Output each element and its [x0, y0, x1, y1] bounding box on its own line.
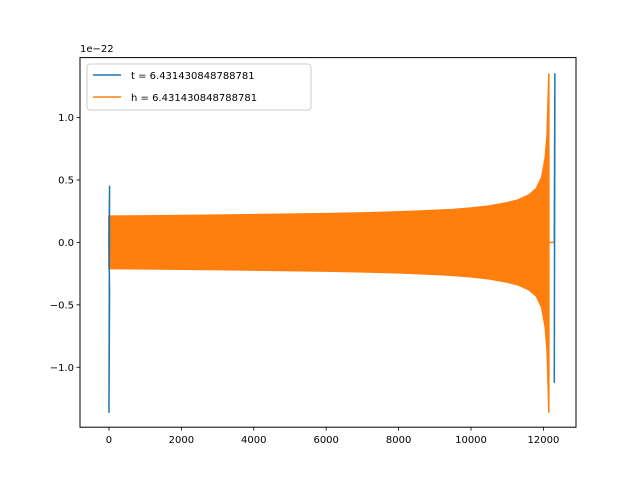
y-axis: −1.0 −0.5 0.0 0.5 1.0	[50, 113, 80, 374]
y-offset-label: 1e−22	[80, 44, 114, 55]
y-tick-label: 1.0	[58, 113, 74, 124]
x-tick-label: 4000	[241, 435, 266, 446]
legend-label: t = 6.431430848788781	[131, 71, 255, 82]
series-t-start-spike	[108, 185, 111, 413]
y-tick-label: −0.5	[50, 300, 74, 311]
axes-frame	[79, 57, 577, 428]
x-tick-label: 12000	[528, 435, 560, 446]
x-axis: 0 2000 4000 6000 8000 10000 12000	[106, 427, 560, 446]
x-tick-label: 2000	[169, 435, 194, 446]
legend-box	[86, 63, 312, 111]
plot-area	[108, 73, 556, 413]
legend-label: h = 6.431430848788781	[131, 93, 257, 104]
series-t-end-spike	[553, 73, 556, 383]
y-tick-label: 0.5	[58, 175, 74, 186]
legend: t = 6.431430848788781 h = 6.4314308487887…	[86, 63, 312, 111]
y-tick-label: −1.0	[50, 363, 74, 374]
x-tick-label: 8000	[386, 435, 411, 446]
y-tick-label: 0.0	[58, 238, 74, 249]
x-tick-label: 0	[106, 435, 112, 446]
series-h-envelope	[108, 73, 550, 413]
x-tick-label: 6000	[313, 435, 338, 446]
x-tick-label: 10000	[455, 435, 487, 446]
